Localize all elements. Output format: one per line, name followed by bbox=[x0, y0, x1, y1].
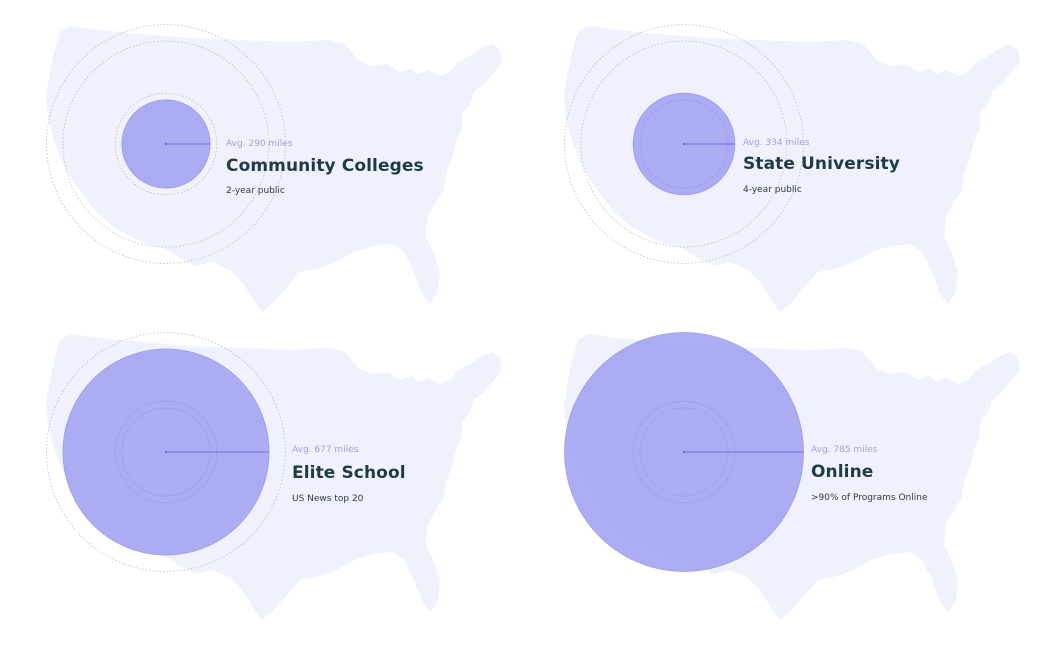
panel-subtitle: US News top 20 bbox=[292, 494, 364, 504]
distance-ring bbox=[564, 24, 804, 264]
panel-title: Online bbox=[811, 462, 874, 482]
panel-title: State University bbox=[743, 154, 900, 174]
panel-community-colleges: Avg. 290 miles Community Colleges 2-year… bbox=[0, 0, 525, 325]
panel-subtitle: >90% of Programs Online bbox=[811, 493, 928, 503]
panel-state-university: Avg. 334 miles State University 4-year p… bbox=[518, 0, 1043, 325]
map-graphic bbox=[46, 332, 502, 620]
panel-online: Avg. 785 miles Online >90% of Programs O… bbox=[518, 308, 1043, 633]
distance-ring bbox=[46, 24, 286, 264]
panel-subtitle: 4-year public bbox=[743, 185, 802, 195]
avg-distance-label: Avg. 290 miles bbox=[226, 139, 293, 149]
panel-title: Elite School bbox=[292, 463, 406, 483]
distance-ring bbox=[114, 92, 218, 196]
center-dot bbox=[164, 142, 168, 146]
avg-distance-label: Avg. 785 miles bbox=[811, 445, 878, 455]
distance-ring bbox=[46, 332, 286, 572]
distance-ring bbox=[62, 40, 270, 248]
avg-distance-label: Avg. 334 miles bbox=[743, 138, 810, 148]
distance-ring bbox=[580, 40, 788, 248]
avg-distance-label: Avg. 677 miles bbox=[292, 445, 359, 455]
map-graphic bbox=[46, 24, 502, 312]
panel-subtitle: 2-year public bbox=[226, 186, 285, 196]
panel-title: Community Colleges bbox=[226, 156, 424, 176]
panel-elite-school: Avg. 677 miles Elite School US News top … bbox=[0, 308, 525, 633]
map-graphic bbox=[564, 332, 1020, 620]
center-dot bbox=[164, 450, 168, 454]
us-map-silhouette bbox=[46, 26, 502, 312]
center-dot bbox=[682, 450, 686, 454]
map-graphic bbox=[564, 24, 1020, 312]
center-dot bbox=[682, 142, 686, 146]
